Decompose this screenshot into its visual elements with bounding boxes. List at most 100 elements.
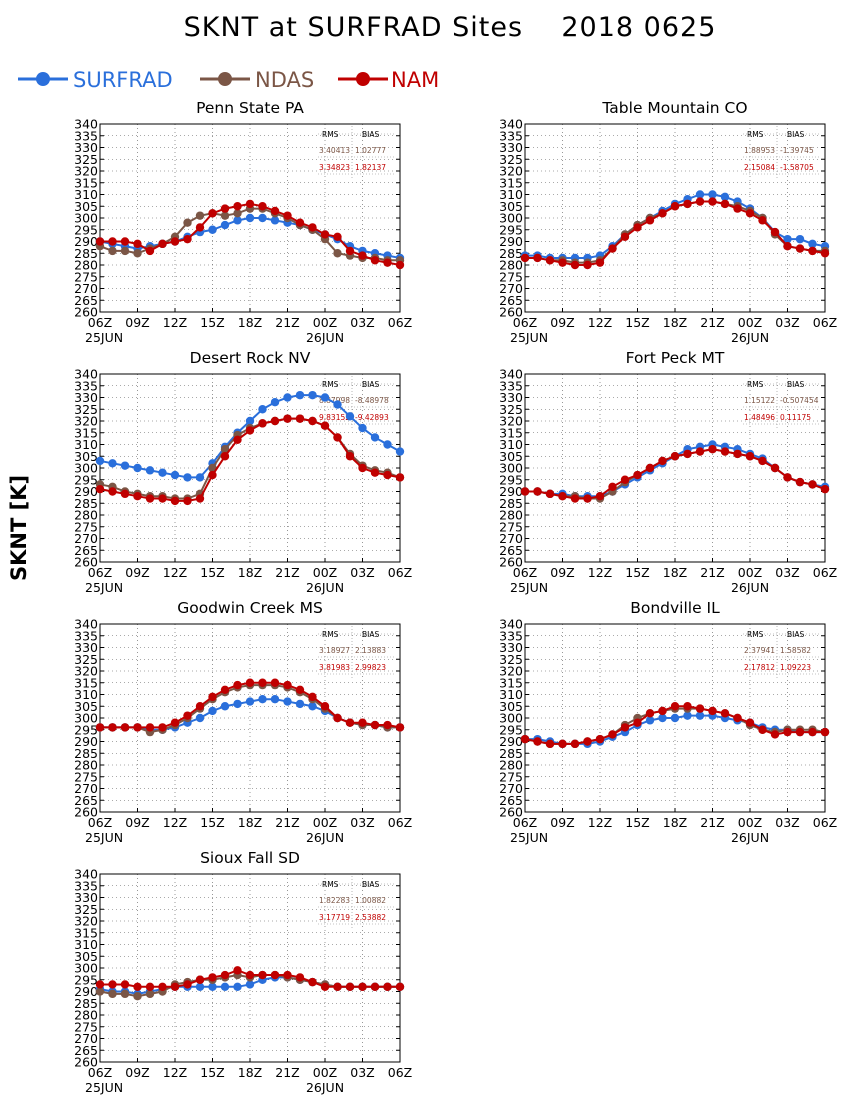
data-point [145,989,155,999]
data-point [120,461,130,470]
data-point [633,223,642,232]
x-tick-label: 00Z [313,815,337,830]
data-point [595,492,605,501]
data-point [795,234,805,244]
data-point [683,711,692,720]
y-tick-label: 265 [499,793,523,808]
data-point [670,702,680,711]
y-tick-label: 320 [74,164,98,179]
rms-header: RMS [747,130,764,139]
y-tick-label: 280 [74,1008,98,1023]
date-label: 26JUN [306,580,344,595]
data-point [220,970,230,980]
data-point [720,447,730,456]
data-point [95,980,105,989]
bias-value-nam: 0.11175 [780,413,811,422]
data-point [533,253,542,263]
x-tick-label: 06Z [513,565,537,580]
data-point [545,739,555,749]
date-label: 25JUN [85,580,123,595]
data-point [108,980,117,989]
grid [525,624,825,812]
data-point [395,260,405,270]
data-point [158,239,167,249]
bias-header: BIAS [787,380,804,389]
date-label: 25JUN [85,1080,123,1095]
data-point [695,447,705,456]
data-point [245,426,255,435]
data-point [208,982,217,991]
data-point [633,718,642,727]
data-point [558,492,567,501]
data-point [283,697,292,706]
data-point [208,692,217,702]
data-point [233,680,242,690]
x-tick-label: 00Z [738,815,762,830]
data-point [658,713,667,723]
x-tick-label: 06Z [88,565,112,580]
data-point [683,449,692,459]
panel-title: Desert Rock NV [189,349,311,367]
legend-marker [36,72,50,86]
x-tick-label: 00Z [313,315,337,330]
data-point [820,249,830,258]
y-tick-label: 280 [74,258,98,273]
date-label: 25JUN [510,580,548,595]
data-point [283,680,292,690]
chart-panel: 2602652702752802852902953003053103153203… [499,617,837,846]
rms-header: RMS [747,630,764,639]
chart-panel: 2602652702752802852902953003053103153203… [499,117,837,346]
bias-value-ndas: -1.39745 [780,146,814,155]
data-point [533,737,542,746]
y-tick-label: 285 [499,746,523,761]
x-tick-label: 06Z [388,315,412,330]
bias-value-nam: 2.99823 [355,663,386,672]
data-point [333,232,342,241]
data-point [220,702,230,711]
data-point [620,723,630,732]
y-tick-label: 265 [74,793,98,808]
data-point [670,202,680,211]
chart-panel: 2602652702752802852902953003053103153203… [499,367,837,596]
data-point [720,192,730,202]
x-tick-label: 21Z [275,1065,299,1080]
x-tick-label: 12Z [163,1065,187,1080]
data-point [270,678,280,687]
y-tick-label: 265 [499,293,523,308]
y-tick-label: 325 [499,402,523,417]
data-point [795,477,805,487]
rms-header: RMS [322,630,339,639]
y-tick-label: 315 [499,175,523,190]
legend-item-ndas: NDAS [200,68,314,92]
x-tick-label: 09Z [550,815,574,830]
x-tick-label: 15Z [625,815,649,830]
data-point [370,433,380,442]
x-tick-label: 06Z [813,565,837,580]
y-tick-label: 270 [74,281,98,296]
data-point [733,204,742,213]
data-point [333,249,342,258]
legend-label: NAM [391,68,439,92]
panel-title: Bondville IL [630,599,720,617]
x-tick-label: 18Z [238,565,262,580]
data-point [733,713,742,723]
chart-panel: 2602652702752802852902953003053103153203… [74,117,412,346]
panel-title: Table Mountain CO [602,99,748,117]
rms-value-nam: 2.17812 [744,663,775,672]
x-tick-label: 18Z [663,815,687,830]
grid [100,124,400,312]
y-tick-label: 290 [74,984,98,999]
y-tick-label: 260 [499,555,523,570]
data-point [183,218,192,227]
x-tick-label: 15Z [200,565,224,580]
x-tick-label: 06Z [813,315,837,330]
y-tick-label: 300 [499,211,523,226]
data-point [283,393,292,402]
data-point [145,466,155,475]
y-tick-label: 285 [74,746,98,761]
y-tick-label: 320 [74,664,98,679]
data-point [158,723,167,732]
data-point [808,239,817,249]
y-tick-label: 285 [74,246,98,261]
data-point [133,982,142,991]
